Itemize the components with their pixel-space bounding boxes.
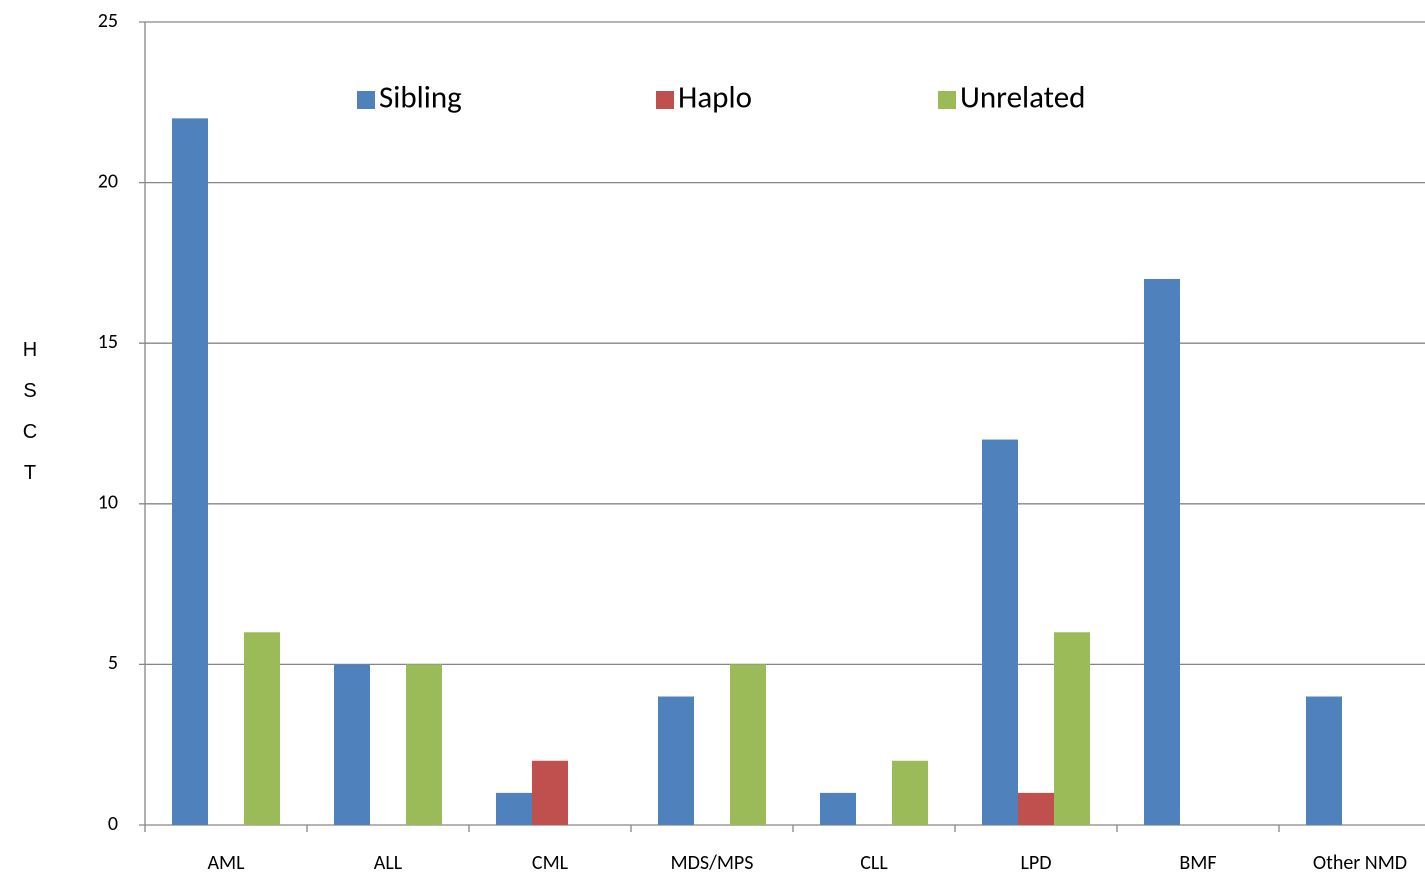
legend-label: Unrelated: [960, 78, 1085, 116]
y-tick-label: 0: [108, 812, 118, 836]
bar: [892, 760, 928, 825]
legend-label: Sibling: [379, 78, 462, 116]
bar: [658, 696, 694, 825]
legend-swatch: [656, 91, 674, 109]
bar: [820, 792, 856, 825]
x-tick-label: CLL: [860, 851, 888, 875]
x-tick-label: Other NMD: [1313, 851, 1407, 875]
bar: [982, 439, 1018, 825]
legend-swatch: [357, 91, 375, 109]
x-tick-label: MDS/MPS: [671, 851, 754, 875]
bar: [532, 760, 568, 825]
y-tick-label: 25: [98, 9, 118, 33]
bar: [730, 664, 766, 825]
legend-swatch: [938, 91, 956, 109]
bar: [1306, 696, 1342, 825]
x-tick-label: BMF: [1179, 851, 1216, 875]
y-tick-label: 10: [98, 491, 118, 515]
bar: [496, 792, 532, 825]
y-tick-label: 5: [108, 651, 118, 675]
bar: [1144, 278, 1180, 826]
bar: [244, 632, 280, 825]
bar: [1018, 792, 1054, 825]
y-tick-label: 20: [98, 169, 118, 193]
x-tick-label: CML: [532, 851, 569, 875]
bar: [172, 118, 208, 826]
x-tick-label: LPD: [1020, 851, 1051, 875]
y-axis-label: HSCT: [22, 339, 38, 484]
bar: [334, 664, 370, 825]
x-tick-label: ALL: [374, 851, 403, 875]
legend-label: Haplo: [678, 78, 752, 116]
y-tick-label: 15: [98, 330, 118, 354]
bar: [406, 664, 442, 825]
bar: [1054, 632, 1090, 825]
x-tick-label: AML: [207, 851, 245, 875]
